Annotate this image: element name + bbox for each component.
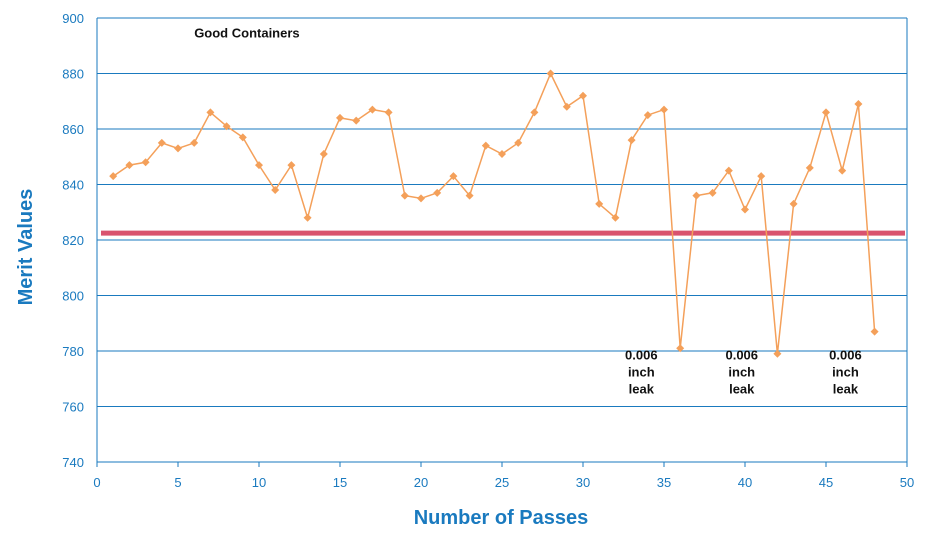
data-point-marker (643, 111, 652, 120)
data-point-marker (724, 166, 733, 175)
leak-label: inch (728, 364, 755, 379)
data-point-marker (449, 172, 458, 181)
x-tick-label: 5 (174, 475, 181, 490)
data-point-marker (368, 105, 377, 114)
data-point-marker (319, 149, 328, 158)
data-point-marker (303, 213, 312, 222)
data-point-marker (433, 188, 442, 197)
x-tick-label: 0 (93, 475, 100, 490)
data-point-marker (498, 149, 506, 158)
leak-label: inch (628, 364, 655, 379)
data-point-marker (789, 199, 798, 208)
data-point-marker (157, 138, 166, 147)
data-point-marker (708, 188, 717, 197)
gridlines (97, 17, 907, 463)
data-point-marker (562, 102, 571, 111)
leak-label: leak (629, 381, 655, 396)
data-point-marker (336, 113, 344, 122)
data-point-marker (546, 69, 555, 78)
y-tick-label: 860 (62, 122, 84, 137)
data-point-marker (530, 108, 539, 117)
y-tick-label: 840 (62, 178, 84, 193)
x-axis-title: Number of Passes (414, 507, 589, 529)
data-point-marker (174, 144, 182, 153)
data-point-marker (514, 138, 523, 147)
x-tick-label: 40 (738, 475, 752, 490)
data-point-marker (692, 191, 701, 200)
data-point-marker (870, 327, 879, 336)
series-line (112, 71, 876, 354)
x-tick-label: 30 (576, 475, 590, 490)
y-tick-label: 820 (62, 233, 84, 248)
x-tick-label: 15 (333, 475, 347, 490)
leak-label: 0.006 (725, 347, 758, 362)
x-tick-label: 10 (252, 475, 266, 490)
data-point-marker (125, 161, 134, 170)
data-point-marker (206, 108, 215, 117)
y-tick-label: 900 (62, 11, 84, 26)
data-point-marker (822, 108, 830, 117)
leak-label: 0.006 (829, 347, 862, 362)
annotations: Good Containers 0.006 inch leak 0.006 inch lea… (194, 25, 862, 396)
data-point-marker (352, 116, 361, 125)
data-point-marker (627, 136, 636, 145)
data-point-marker (255, 161, 263, 170)
y-tick-label: 740 (62, 455, 84, 470)
data-point-marker (400, 191, 409, 200)
y-tick-label: 880 (62, 67, 84, 82)
data-point-marker (417, 194, 425, 203)
data-point-marker (222, 122, 231, 131)
data-point-marker (854, 100, 863, 109)
data-point-marker (805, 163, 814, 172)
x-tick-label: 20 (414, 475, 428, 490)
series-layer (109, 69, 879, 358)
y-tick-label: 780 (62, 344, 84, 359)
x-tick-label: 35 (657, 475, 671, 490)
data-point-marker (741, 205, 749, 214)
y-tick-label: 800 (62, 289, 84, 304)
data-point-marker (611, 213, 620, 222)
data-point-marker (838, 166, 847, 175)
y-tick-label: 760 (62, 400, 84, 415)
data-point-marker (287, 161, 296, 170)
data-point-marker (238, 133, 247, 142)
data-point-marker (676, 344, 685, 353)
leak-label: leak (833, 381, 859, 396)
x-tick-label: 45 (819, 475, 833, 490)
data-point-marker (465, 191, 474, 200)
data-point-marker (595, 199, 604, 208)
x-tick-label: 50 (900, 475, 914, 490)
leak-label: 0.006 (625, 347, 658, 362)
leak-label: inch (832, 364, 859, 379)
x-tick-label: 25 (495, 475, 509, 490)
axes: 740 760 780 800 820 840 860 880 900 0 5 10 15 20 25 30 3… (62, 11, 914, 490)
data-point-marker (190, 138, 199, 147)
good-containers-label: Good Containers (194, 25, 299, 40)
data-point-marker (660, 105, 668, 114)
data-point-marker (141, 158, 150, 167)
data-point-marker (109, 172, 118, 181)
data-point-marker (579, 91, 587, 100)
data-point-marker (773, 349, 782, 358)
leak-label: leak (729, 381, 755, 396)
data-point-marker (481, 141, 490, 150)
data-point-marker (757, 172, 766, 181)
data-point-marker (384, 108, 393, 117)
y-axis-title: Merit Values (15, 189, 37, 306)
data-point-marker (271, 186, 280, 195)
